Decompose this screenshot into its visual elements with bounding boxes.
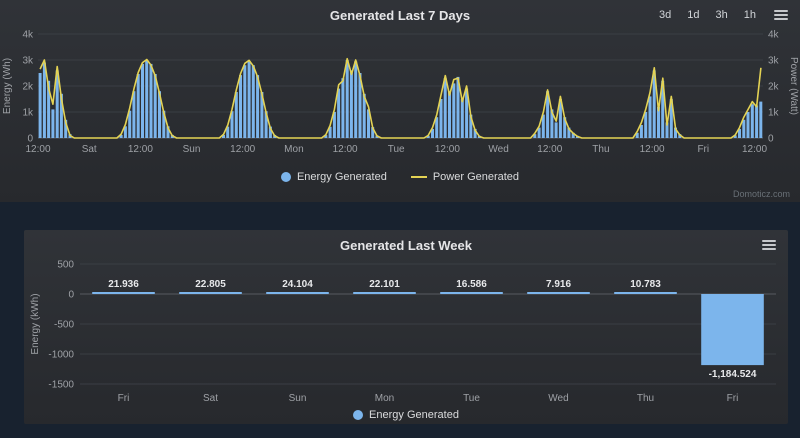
last-7-days-chart-svg: 0 0 1k 1k 2k 2k 3k 3k 4k 4k 12:00 Sat 12:00 Sun 12:00 M… [2,30,799,156]
svg-text:Sat: Sat [82,144,97,155]
range-button-3h[interactable]: 3h [715,9,728,21]
svg-text:2k: 2k [22,82,34,93]
svg-text:1k: 1k [768,108,780,119]
watermark-credit[interactable]: Domoticz.com [732,189,790,199]
svg-text:Power (Watt): Power (Watt) [788,57,799,115]
chart-panel-last-week: Generated Last Week 500 0 -500 -1000 -1500 21… [24,230,788,424]
legend-label: Power Generated [432,171,520,183]
svg-text:500: 500 [57,260,74,271]
svg-text:12:00: 12:00 [333,144,358,155]
energy-power-chart-plot[interactable]: 0 0 1k 1k 2k 2k 3k 3k 4k 4k 12:00 Sat 12:00 Sun 12:00 M… [0,26,800,162]
weekly-energy-chart-plot[interactable]: 500 0 -500 -1000 -1500 21.936 22.805 24.104 22.1… [24,256,788,406]
svg-text:Thu: Thu [592,144,609,155]
chart-legend-bottom: Energy Generated [24,406,788,424]
svg-text:0: 0 [68,290,74,301]
svg-text:0: 0 [768,134,774,145]
last-week-chart-svg: 500 0 -500 -1000 -1500 21.936 22.805 24.104 22.1… [30,260,776,404]
svg-text:1k: 1k [22,108,34,119]
svg-text:Fri: Fri [727,393,739,404]
context-menu-button-top[interactable] [772,8,790,22]
hamburger-menu-icon [762,240,776,250]
svg-text:-500: -500 [54,320,74,331]
svg-text:Mon: Mon [284,144,303,155]
svg-text:4k: 4k [22,30,34,41]
svg-text:Tue: Tue [463,393,480,404]
range-button-3d[interactable]: 3d [659,9,672,21]
svg-text:Fri: Fri [118,393,130,404]
svg-text:22.101: 22.101 [369,279,400,290]
context-menu-button-bottom[interactable] [760,238,778,252]
circle-marker-icon [353,410,364,420]
svg-text:12:00: 12:00 [640,144,665,155]
svg-text:16.586: 16.586 [456,279,487,290]
chart-legend-top: Energy Generated Power Generated [0,168,800,186]
svg-text:-1,184.524: -1,184.524 [709,369,757,380]
range-button-1d[interactable]: 1d [687,9,700,21]
panel-header: Generated Last 7 Days 3d 1d 3h 1h [0,0,800,26]
svg-text:3k: 3k [768,56,780,67]
svg-text:Thu: Thu [637,393,654,404]
domoticz-energy-dashboard: Generated Last 7 Days 3d 1d 3h 1h 0 0 1k 1k 2k 2… [0,0,800,424]
svg-text:12:00: 12:00 [742,144,767,155]
circle-marker-icon [280,172,291,182]
svg-text:12:00: 12:00 [435,144,460,155]
svg-text:7.916: 7.916 [546,279,571,290]
chart-controls [760,238,778,252]
svg-text:12:00: 12:00 [25,144,50,155]
svg-text:Fri: Fri [697,144,709,155]
legend-label: Energy Generated [369,409,459,421]
svg-text:3k: 3k [22,56,34,67]
legend-item-power-generated[interactable]: Power Generated [410,171,520,183]
svg-text:2k: 2k [768,82,780,93]
legend-item-energy-generated[interactable]: Energy Generated [280,171,387,183]
svg-text:10.783: 10.783 [630,279,661,290]
zoom-range-buttons: 3d 1d 3h 1h [659,9,756,21]
svg-text:12:00: 12:00 [128,144,153,155]
chart-panel-last-7-days: Generated Last 7 Days 3d 1d 3h 1h 0 0 1k 1k 2k 2… [0,0,800,202]
chart-title-last-7-days: Generated Last 7 Days [329,8,471,23]
chart-title-last-week: Generated Last Week [340,238,472,253]
svg-text:Wed: Wed [548,393,568,404]
panel-header: Generated Last Week [24,230,788,256]
svg-text:Energy (kWh): Energy (kWh) [30,293,41,354]
svg-text:-1500: -1500 [48,380,74,391]
svg-text:4k: 4k [768,30,780,41]
svg-text:Mon: Mon [375,393,394,404]
svg-text:12:00: 12:00 [230,144,255,155]
svg-text:21.936: 21.936 [108,279,139,290]
hamburger-menu-icon [774,10,788,20]
svg-text:Tue: Tue [388,144,405,155]
range-button-1h[interactable]: 1h [743,9,756,21]
svg-text:12:00: 12:00 [537,144,562,155]
svg-text:Sat: Sat [203,393,218,404]
svg-text:Wed: Wed [488,144,508,155]
svg-text:22.805: 22.805 [195,279,226,290]
line-marker-icon [410,176,427,178]
svg-text:24.104: 24.104 [282,279,313,290]
svg-text:Sun: Sun [183,144,201,155]
legend-item-energy-generated[interactable]: Energy Generated [353,409,459,421]
svg-text:0: 0 [27,134,33,145]
legend-label: Energy Generated [296,171,387,183]
chart-controls: 3d 1d 3h 1h [659,8,790,22]
svg-text:-1000: -1000 [48,350,74,361]
svg-text:Energy (Wh): Energy (Wh) [2,58,13,114]
svg-text:Sun: Sun [289,393,307,404]
